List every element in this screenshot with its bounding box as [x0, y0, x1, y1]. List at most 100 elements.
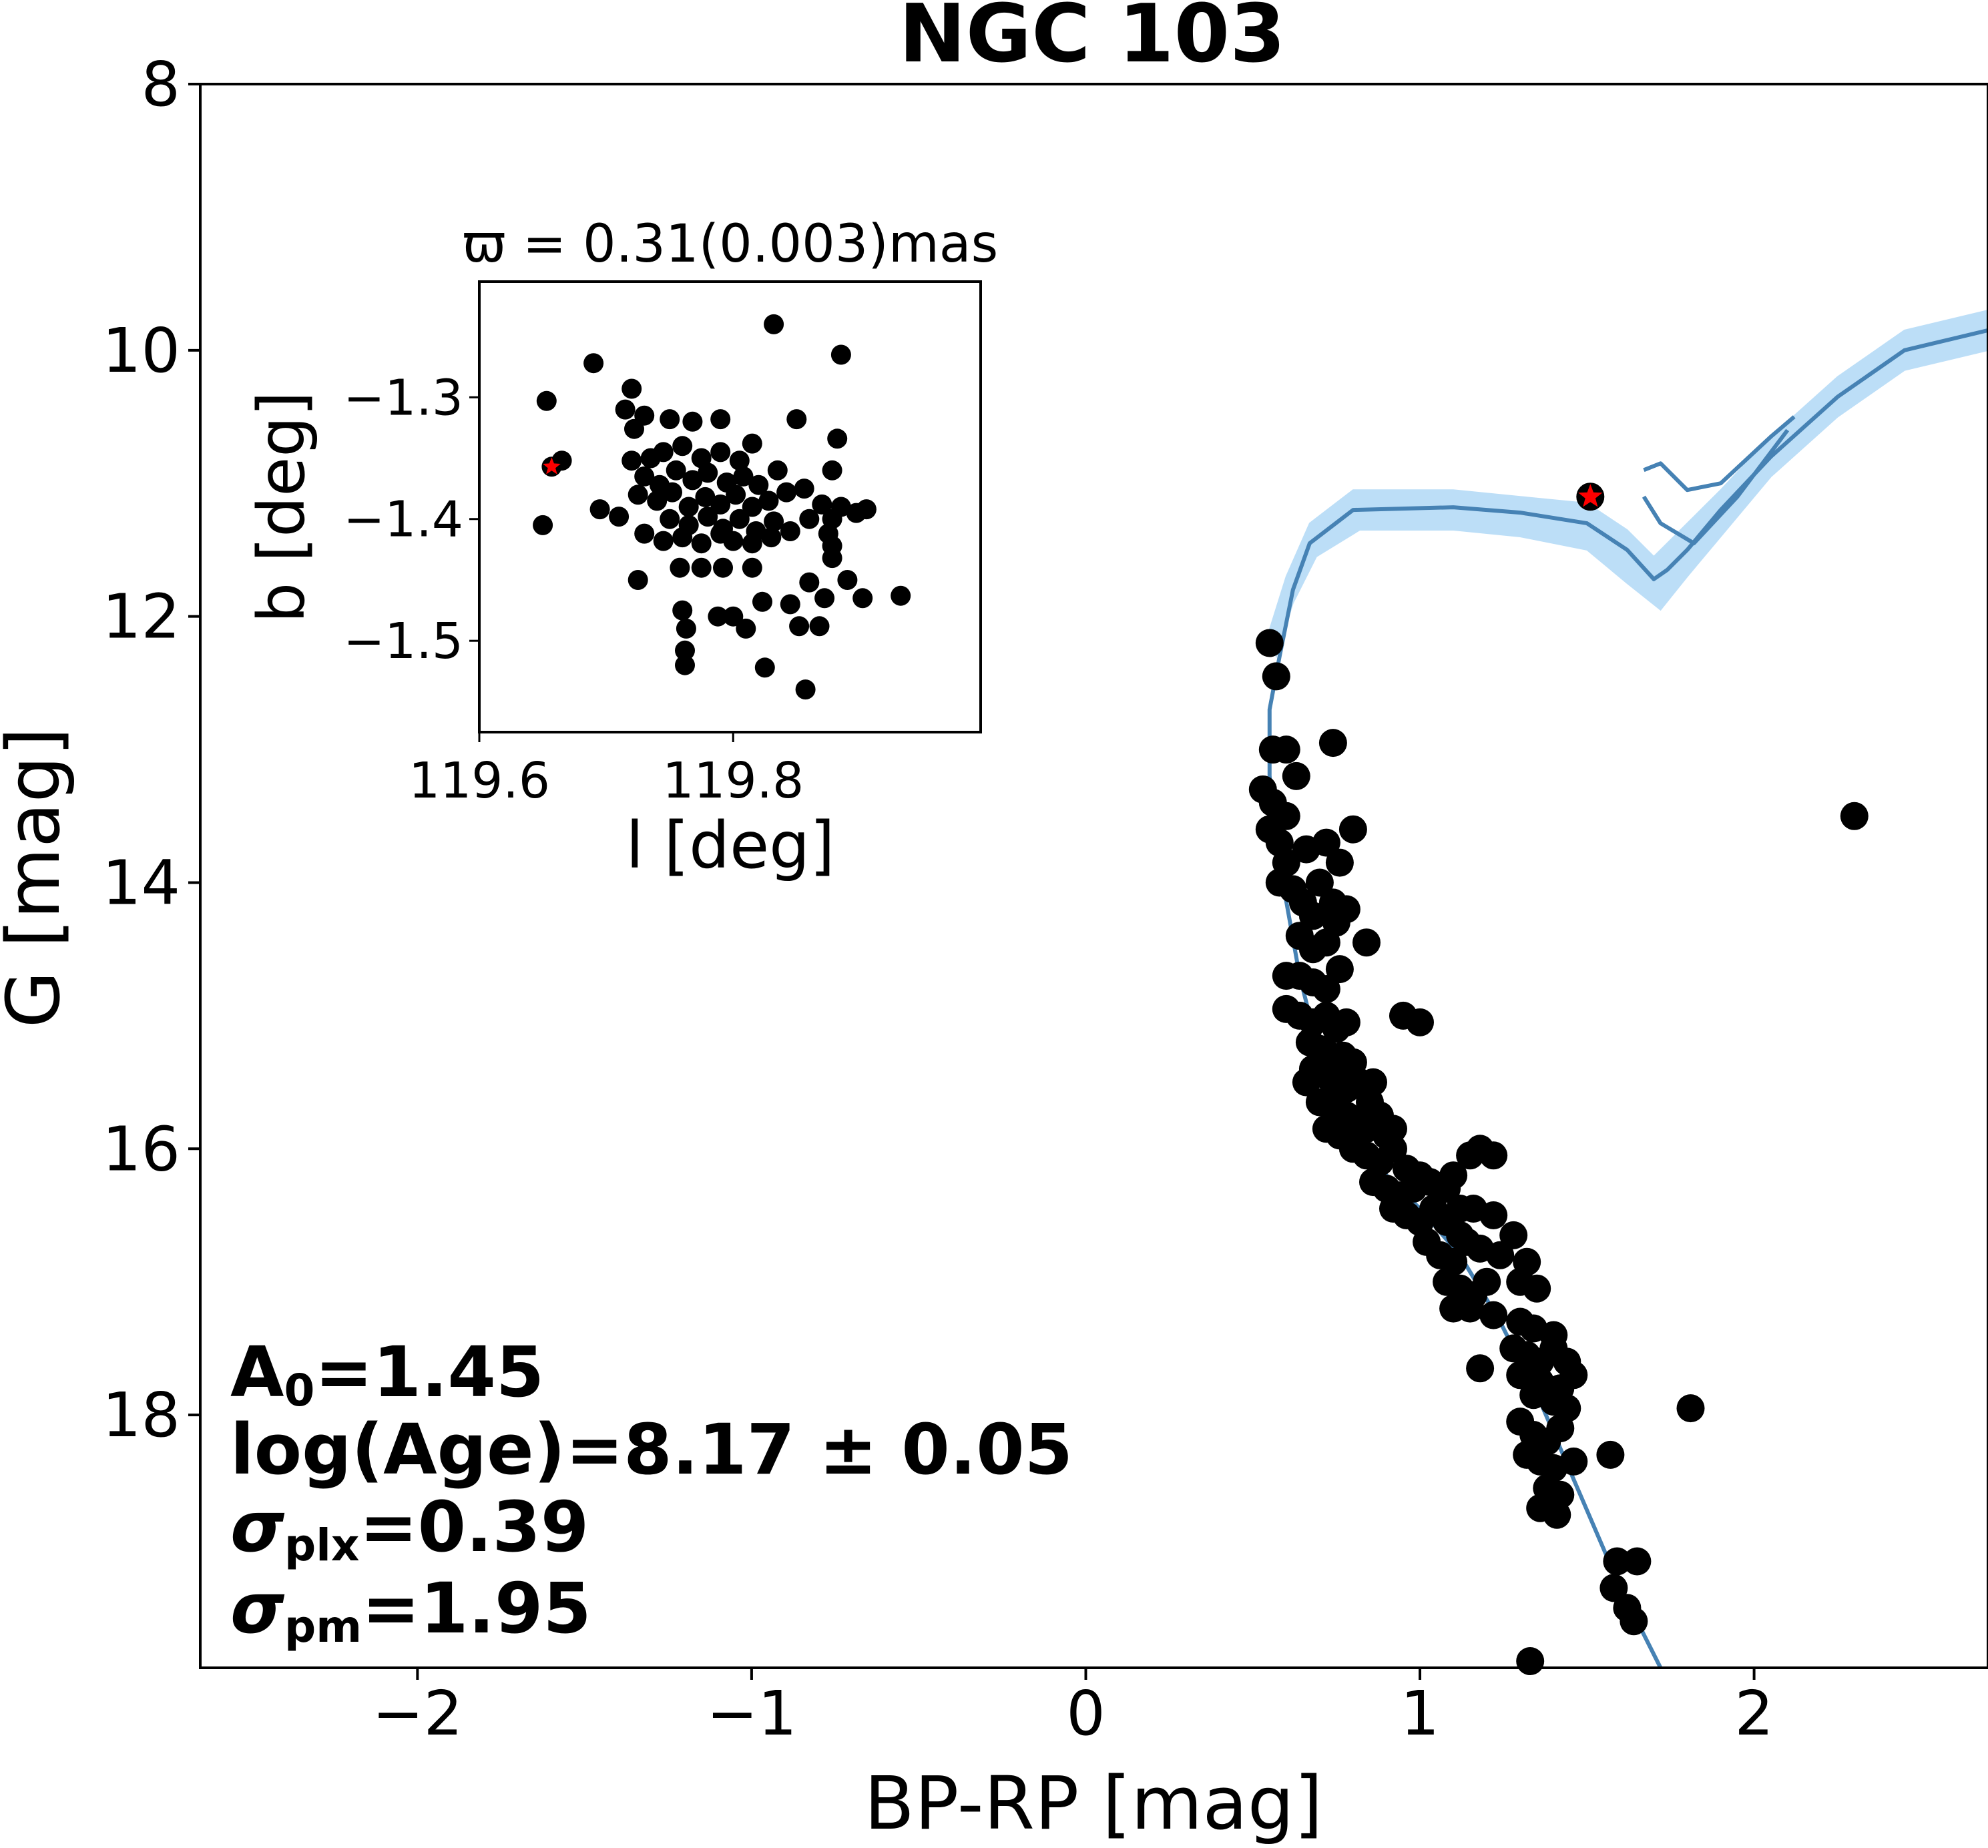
isochrone-band-layer: [1268, 309, 1988, 659]
inset-star-point: [742, 533, 762, 554]
x-axis-label: BP-RP [mag]: [864, 1761, 1322, 1846]
cluster-star-point: [1352, 928, 1381, 957]
inset-star-point: [672, 436, 693, 456]
inset-star-point: [827, 428, 848, 449]
cluster-star-point: [1840, 802, 1869, 830]
inset-star-point: [852, 588, 873, 609]
inset-star-point: [672, 527, 693, 548]
inset-star-point: [736, 618, 756, 639]
annotation-sigma-plx: σplx=0.39: [230, 1486, 589, 1571]
fit-annotations: A0=1.45 log(Age)=8.17 ± 0.05 σplx=0.39 σ…: [230, 1331, 1073, 1652]
y-tick-label: 14: [102, 847, 180, 918]
annotation-age: log(Age)=8.17 ± 0.05: [230, 1409, 1073, 1490]
cluster-star-point: [1456, 1294, 1485, 1323]
cluster-star-point: [1262, 662, 1290, 691]
cluster-star-point: [1322, 908, 1350, 937]
cluster-star-point: [1305, 868, 1334, 897]
highlighted-star-marker: [1578, 484, 1603, 507]
cluster-star-point: [1298, 902, 1327, 930]
inset-x-tick-label: 119.8: [662, 752, 804, 810]
inset-star-point: [662, 482, 682, 503]
annotation-extinction: A0=1.45: [230, 1331, 544, 1416]
inset-star-point: [795, 679, 816, 700]
inset-star-point: [710, 409, 731, 430]
inset-star-point: [682, 411, 703, 432]
inset-star-point: [789, 616, 810, 637]
inset-star-point: [695, 487, 716, 507]
inset-star-point: [622, 450, 642, 471]
inset-star-point: [708, 606, 728, 627]
inset-star-point: [780, 594, 800, 615]
cluster-star-point: [1623, 1547, 1652, 1576]
inset-star-point: [589, 499, 610, 520]
isochrone-branch-line: [1642, 428, 1790, 545]
inset-star-point: [776, 482, 797, 503]
annotation-extinction-value: =1.45: [314, 1331, 544, 1413]
cluster-star-point: [1523, 1274, 1551, 1303]
inset-star-point: [758, 491, 779, 511]
inset-star-point: [742, 433, 762, 454]
annotation-sigma-plx-value: =0.39: [359, 1486, 589, 1568]
inset-star-point: [799, 509, 820, 529]
cluster-star-point: [1603, 1547, 1632, 1576]
inset-star-point: [628, 485, 648, 505]
x-tick-label: 2: [1734, 1678, 1774, 1749]
cluster-star-point: [1543, 1500, 1571, 1529]
inset-y-ticks: −1.3 −1.4 −1.5: [343, 369, 479, 670]
cluster-star-point: [1325, 955, 1354, 984]
inset-star-point: [767, 460, 788, 481]
inset-star-point: [723, 606, 744, 627]
inset-star-point: [622, 378, 642, 399]
x-tick-label: 0: [1066, 1678, 1105, 1749]
y-tick-label: 8: [141, 49, 180, 120]
cluster-star-point: [1406, 1008, 1434, 1036]
isochrone-line-layer: [1267, 328, 1988, 1669]
cluster-star-point: [1596, 1440, 1625, 1469]
inset-star-point: [754, 657, 775, 678]
cluster-star-point: [1479, 1301, 1508, 1329]
inset-star-point: [830, 344, 851, 365]
inset-highlighted-star-marker: [543, 457, 561, 475]
inset-star-point: [729, 509, 750, 529]
cluster-star-point: [1559, 1361, 1588, 1390]
annotation-sigma-plx-main: σ: [230, 1486, 285, 1568]
cluster-star-point: [1312, 975, 1340, 1003]
inset-plot-frame: [478, 280, 982, 733]
annotation-sigma-pm-sub: pm: [284, 1601, 362, 1652]
inset-star-point: [691, 533, 712, 554]
inset-star-point: [615, 399, 636, 420]
inset-star-point: [653, 442, 674, 463]
x-tick-label: −2: [372, 1678, 463, 1749]
y-tick-label: 18: [102, 1379, 180, 1451]
cluster-star-point: [1318, 729, 1347, 757]
cluster-star-point: [1516, 1647, 1545, 1675]
inset-star-point: [726, 485, 746, 505]
inset-star-point: [698, 463, 718, 483]
cluster-star-point: [1332, 1008, 1360, 1036]
inset-star-point: [822, 460, 842, 481]
inset-star-point: [713, 557, 733, 578]
chart-title: NGC 103: [899, 0, 1285, 81]
cluster-star-point: [1272, 735, 1300, 764]
annotation-sigma-pm: σpm=1.95: [230, 1568, 591, 1652]
inset-star-point: [710, 442, 731, 463]
inset-star-point: [675, 655, 695, 675]
cluster-star-point: [1325, 848, 1354, 877]
inset-star-point: [653, 531, 674, 551]
isochrone-branch-line: [1643, 415, 1796, 493]
y-tick-label: 16: [102, 1113, 180, 1185]
inset-points-layer: [533, 314, 911, 700]
cluster-star-point: [1676, 1394, 1705, 1423]
inset-star-point: [583, 353, 604, 374]
inset-star-point: [761, 527, 782, 548]
inset-star-point: [794, 479, 814, 499]
main-x-ticks: −2 −1 0 1 2: [372, 1668, 1774, 1749]
inset-y-tick-label: −1.4: [343, 491, 463, 549]
inset-star-point: [628, 570, 648, 590]
inset-star-point: [812, 494, 832, 515]
cluster-star-point: [1282, 761, 1310, 790]
inset-star-point: [660, 409, 680, 430]
inset-y-tick-label: −1.5: [343, 613, 463, 670]
inset-star-point: [675, 640, 695, 661]
